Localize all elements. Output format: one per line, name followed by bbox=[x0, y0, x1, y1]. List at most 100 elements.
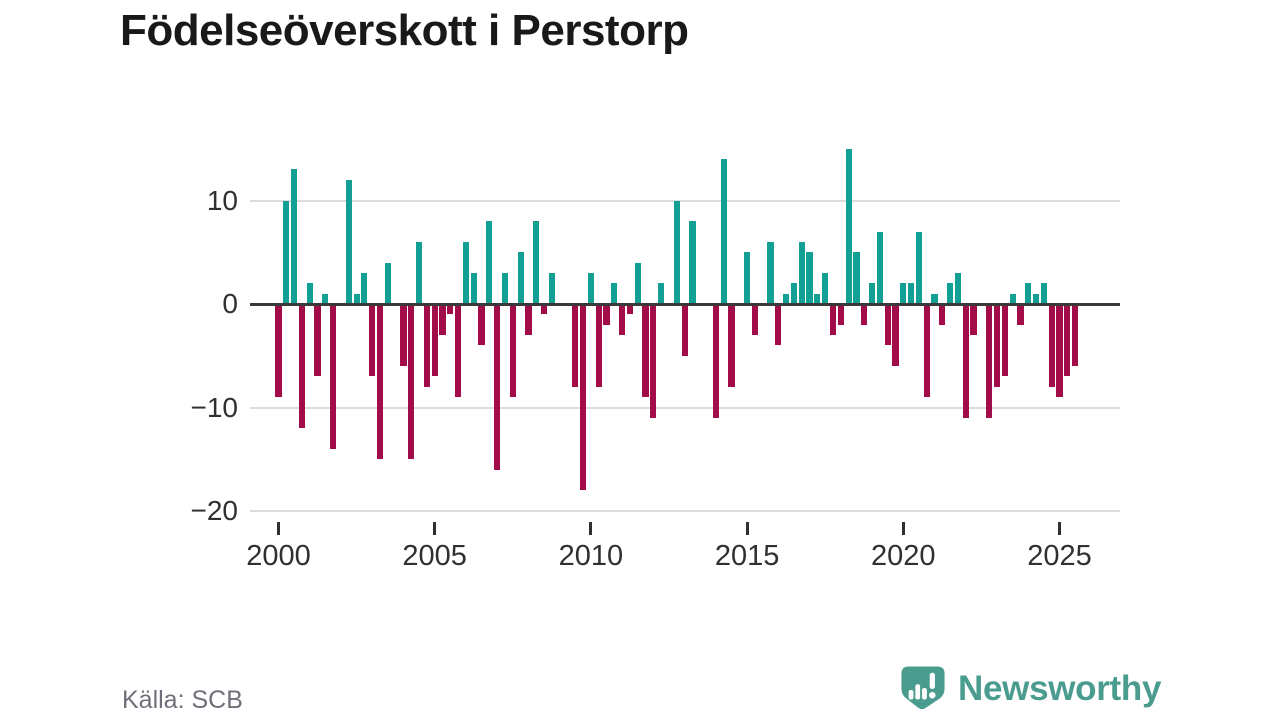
bar-2014q3 bbox=[728, 304, 735, 387]
bar-2018q3 bbox=[853, 252, 860, 304]
bar-2007q1 bbox=[494, 304, 501, 470]
x-axis-label-2010: 2010 bbox=[558, 540, 624, 572]
newsworthy-badge-icon bbox=[901, 666, 945, 710]
x-tick-2015 bbox=[745, 522, 749, 535]
bar-2015q1 bbox=[744, 252, 751, 304]
bar-2008q3 bbox=[540, 304, 548, 315]
bar-2001q3 bbox=[322, 293, 329, 304]
bar-2005q3 bbox=[447, 304, 454, 315]
bar-2020q4 bbox=[923, 304, 930, 398]
bar-2011q4 bbox=[642, 304, 649, 398]
bar-2008q1 bbox=[525, 304, 532, 336]
bar-2002q2 bbox=[345, 179, 352, 304]
source-label: Källa: SCB bbox=[122, 686, 243, 714]
bar-2016q4 bbox=[798, 241, 805, 304]
bar-2018q1 bbox=[837, 304, 844, 325]
bar-2012q4 bbox=[673, 200, 680, 304]
y-axis-label: 0 bbox=[222, 288, 238, 319]
bar-2008q2 bbox=[533, 221, 540, 304]
bar-2020q3 bbox=[915, 231, 922, 304]
bar-2024q4 bbox=[1048, 304, 1055, 387]
bar-2014q2 bbox=[720, 159, 727, 304]
bar-2017q1 bbox=[806, 252, 813, 304]
bar-2010q3 bbox=[603, 304, 610, 325]
bar-2009q4 bbox=[579, 304, 587, 491]
bar-2009q3 bbox=[572, 304, 579, 387]
bar-2016q2 bbox=[783, 293, 790, 304]
bar-2015q4 bbox=[767, 241, 774, 304]
bar-2020q1 bbox=[900, 283, 907, 304]
bar-2004q2 bbox=[408, 304, 415, 460]
bar-2023q3 bbox=[1009, 293, 1016, 304]
bar-2002q3 bbox=[353, 293, 360, 304]
bar-2012q1 bbox=[650, 304, 657, 418]
y-axis-label: −10 bbox=[190, 391, 239, 423]
bar-2019q3 bbox=[884, 304, 891, 346]
bar-2010q2 bbox=[595, 304, 602, 387]
bar-2016q3 bbox=[790, 283, 798, 304]
bar-2017q4 bbox=[829, 304, 837, 336]
bar-2024q1 bbox=[1025, 283, 1032, 304]
bar-2003q2 bbox=[376, 304, 384, 460]
bar-2007q3 bbox=[509, 304, 516, 398]
gridline-y-20 bbox=[250, 510, 1120, 512]
bar-2023q1 bbox=[993, 304, 1001, 387]
bar-2021q4 bbox=[954, 272, 962, 304]
x-axis-label-2020: 2020 bbox=[871, 540, 936, 572]
bar-2021q1 bbox=[931, 293, 938, 304]
bar-2022q4 bbox=[986, 304, 993, 418]
bar-2010q4 bbox=[611, 283, 618, 304]
bar-2005q4 bbox=[455, 304, 462, 398]
x-axis-label-2000: 2000 bbox=[246, 540, 311, 572]
bar-2001q1 bbox=[306, 283, 313, 304]
bar-2019q4 bbox=[892, 304, 899, 367]
bar-2004q3 bbox=[415, 241, 423, 304]
bar-2022q2 bbox=[970, 304, 977, 336]
x-tick-2000 bbox=[277, 522, 280, 535]
bar-2003q1 bbox=[369, 304, 376, 377]
bar-2020q2 bbox=[908, 283, 915, 304]
page-title: Födelseöverskott i Perstorp bbox=[120, 6, 689, 55]
bar-2000q3 bbox=[291, 169, 298, 304]
bar-2011q3 bbox=[634, 262, 641, 304]
bar-2021q2 bbox=[939, 304, 946, 325]
bar-2008q4 bbox=[548, 272, 555, 304]
bar-2025q3 bbox=[1072, 304, 1079, 367]
bar-2013q2 bbox=[689, 221, 696, 304]
bar-2025q1 bbox=[1056, 304, 1063, 398]
x-tick-2025 bbox=[1058, 522, 1061, 535]
bar-2004q1 bbox=[400, 304, 407, 367]
bar-2023q2 bbox=[1001, 304, 1008, 377]
bar-2013q1 bbox=[681, 304, 688, 356]
y-axis-label: −20 bbox=[190, 495, 239, 526]
bar-2021q3 bbox=[947, 283, 954, 304]
bar-2006q3 bbox=[478, 304, 485, 346]
bar-2004q4 bbox=[423, 304, 430, 387]
bar-2012q2 bbox=[658, 283, 665, 304]
bar-2001q2 bbox=[314, 304, 321, 377]
newsworthy-wordmark: Newsworthy bbox=[958, 669, 1162, 708]
y-axis-label: 10 bbox=[206, 184, 238, 216]
bar-2017q2 bbox=[814, 293, 821, 304]
bar-2018q4 bbox=[861, 304, 868, 325]
bar-2019q2 bbox=[876, 231, 883, 304]
x-axis-label-2025: 2025 bbox=[1027, 540, 1092, 572]
bar-2010q1 bbox=[587, 272, 594, 304]
bar-2005q1 bbox=[431, 304, 438, 377]
bar-2006q4 bbox=[486, 221, 493, 304]
bar-2023q4 bbox=[1017, 304, 1024, 325]
newsworthy-logo: Newsworthy bbox=[900, 664, 1161, 714]
bar-2007q2 bbox=[501, 272, 509, 304]
bar-2002q4 bbox=[361, 272, 368, 304]
x-tick-2005 bbox=[433, 522, 437, 535]
bar-2006q2 bbox=[470, 272, 477, 304]
bar-2007q4 bbox=[517, 252, 524, 304]
bar-2025q2 bbox=[1064, 304, 1071, 377]
bar-2006q1 bbox=[462, 241, 470, 304]
bar-2000q1 bbox=[275, 304, 282, 398]
bar-2018q2 bbox=[845, 148, 852, 304]
bar-2015q2 bbox=[751, 304, 758, 336]
bar-2016q1 bbox=[775, 304, 782, 346]
bar-2000q4 bbox=[298, 304, 306, 429]
